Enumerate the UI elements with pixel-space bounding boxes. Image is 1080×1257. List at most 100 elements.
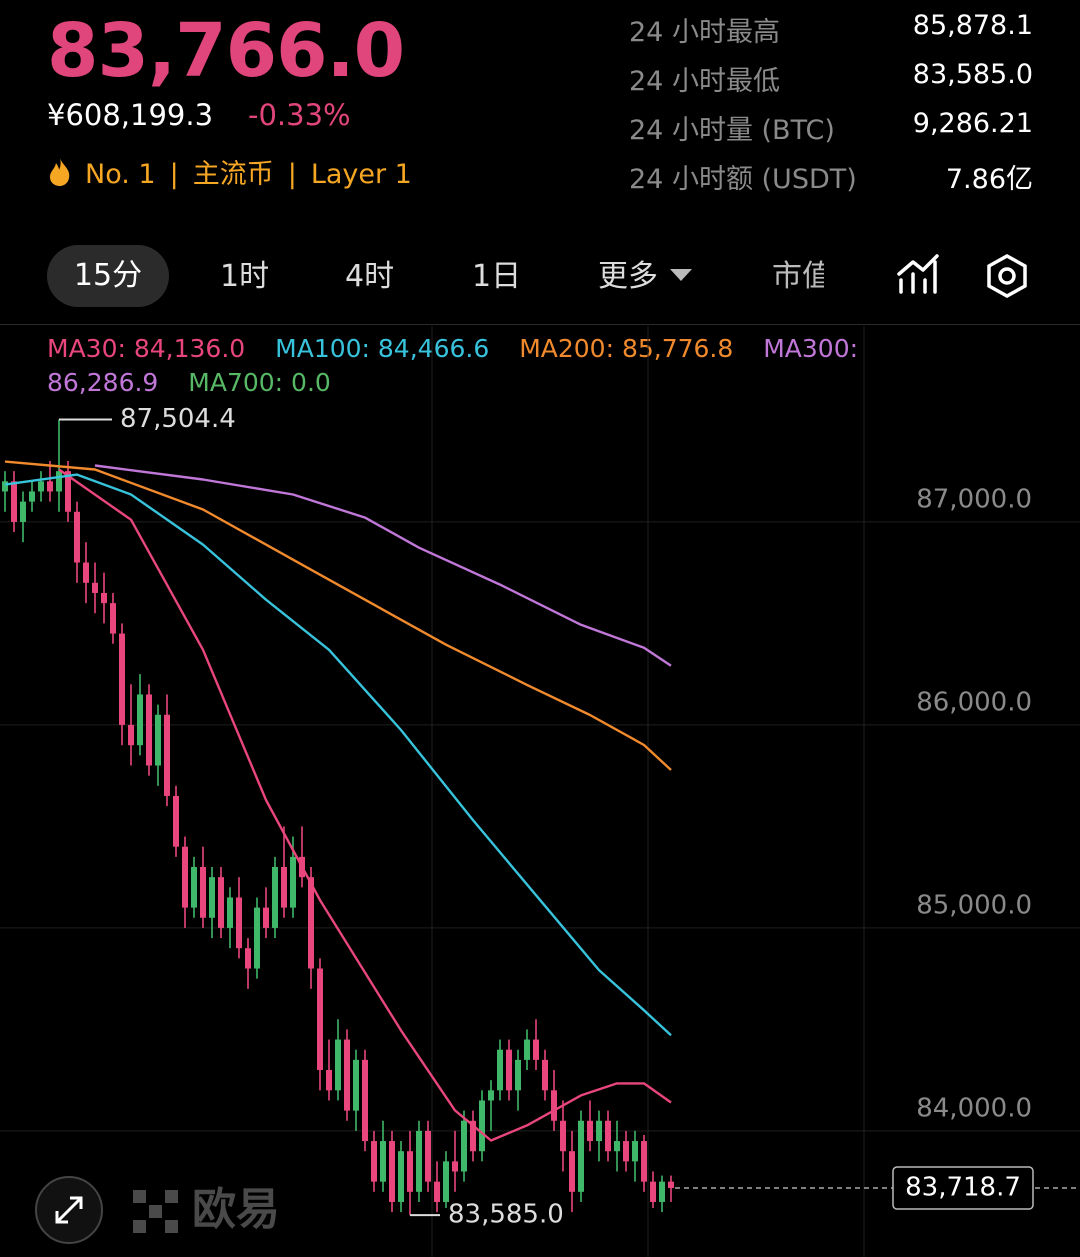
candle-body bbox=[47, 481, 53, 492]
candle-body bbox=[650, 1181, 656, 1202]
legend-entry: MA300: 86,286.9 bbox=[47, 334, 859, 397]
timeframe-tab[interactable]: 4时 bbox=[345, 259, 395, 294]
expand-button[interactable] bbox=[35, 1176, 103, 1244]
dropdown-arrow bbox=[670, 269, 692, 281]
candle-body bbox=[488, 1090, 494, 1101]
legend-entry: MA700: 0.0 bbox=[188, 368, 331, 397]
candle-body bbox=[461, 1120, 467, 1172]
expand-arrows bbox=[55, 1196, 83, 1224]
candle-body bbox=[74, 511, 80, 563]
candle-body bbox=[2, 481, 8, 492]
settings-icon[interactable] bbox=[987, 253, 1027, 299]
timeframe-tab[interactable]: 1日 bbox=[472, 259, 522, 294]
candle-body bbox=[155, 714, 161, 766]
last-price: 83,766.0 bbox=[47, 8, 405, 94]
candle-body bbox=[218, 877, 224, 928]
chart-type-icon[interactable] bbox=[897, 254, 939, 294]
candle-body bbox=[506, 1049, 512, 1091]
candle-body bbox=[407, 1151, 413, 1192]
timeframe-tab[interactable]: 市值 bbox=[772, 259, 824, 294]
candle-body bbox=[587, 1120, 593, 1142]
candle-body bbox=[263, 907, 269, 928]
stat-label: 24 小时最高 bbox=[629, 17, 780, 48]
last-price-box bbox=[892, 1166, 1034, 1210]
legend-entry: MA30: 84,136.0 bbox=[47, 334, 246, 363]
tag[interactable]: Layer 1 bbox=[310, 159, 412, 190]
candle-body bbox=[434, 1181, 440, 1202]
candle-body bbox=[605, 1120, 611, 1152]
candle-body bbox=[344, 1039, 350, 1111]
candle-body bbox=[236, 897, 242, 949]
candle-body bbox=[29, 491, 35, 502]
ma-legend: MA30: 84,136.0 MA100: 84,466.6 MA200: 85… bbox=[47, 332, 862, 404]
candle-body bbox=[101, 592, 107, 604]
legend-entry: MA100: 84,466.6 bbox=[275, 334, 490, 363]
logo-block bbox=[149, 1205, 162, 1218]
candle-body bbox=[317, 968, 323, 1071]
candle-body bbox=[515, 1059, 521, 1091]
stat-value: 7.86亿 bbox=[945, 164, 1033, 195]
candle-body bbox=[362, 1059, 368, 1142]
candle-body bbox=[137, 694, 143, 746]
watermark-logo bbox=[133, 1190, 178, 1233]
candle-body bbox=[614, 1141, 620, 1152]
candle-body bbox=[254, 907, 260, 969]
candle-body bbox=[164, 714, 170, 796]
candle-body bbox=[533, 1039, 539, 1060]
candle-body bbox=[578, 1120, 584, 1192]
ma-line bbox=[58, 468, 672, 1142]
logo-block bbox=[133, 1190, 146, 1203]
timeframe-tab[interactable]: 更多 bbox=[598, 255, 692, 299]
timeframe-tab[interactable]: 1时 bbox=[220, 259, 270, 294]
plot bbox=[2, 419, 674, 1216]
cny-price: ¥608,199.3 bbox=[47, 98, 214, 132]
candle-body bbox=[56, 471, 62, 492]
fire-icon bbox=[50, 158, 70, 186]
candle-body bbox=[128, 724, 134, 746]
candle-body bbox=[38, 481, 44, 492]
y-tick-label: 84,000.0 bbox=[916, 1093, 1032, 1123]
candle-body bbox=[191, 867, 197, 908]
y-tick-label: 86,000.0 bbox=[916, 687, 1032, 717]
ma-line bbox=[4, 460, 672, 771]
last-price-label: 83,718.7 bbox=[905, 1173, 1021, 1203]
candle-body bbox=[308, 877, 314, 969]
candle-body bbox=[290, 856, 296, 908]
candle-body bbox=[641, 1141, 647, 1182]
candle-body bbox=[227, 897, 233, 928]
candle-body bbox=[524, 1039, 530, 1060]
candle-body bbox=[92, 582, 98, 593]
candle-body bbox=[596, 1120, 602, 1142]
vgrid bbox=[431, 326, 865, 1257]
candle-body bbox=[416, 1130, 422, 1192]
candle-body bbox=[542, 1059, 548, 1091]
candle-body bbox=[209, 877, 215, 918]
candle-body bbox=[560, 1120, 566, 1152]
tag[interactable]: No. 1 bbox=[85, 159, 156, 190]
candle-body bbox=[443, 1161, 449, 1202]
watermark: 欧易 bbox=[192, 1184, 280, 1235]
candle-body bbox=[245, 948, 251, 969]
icon-line bbox=[897, 254, 939, 276]
candle-body bbox=[389, 1141, 395, 1202]
tag[interactable]: 主流币 bbox=[192, 159, 274, 190]
stat-label: 24 小时量 (BTC) bbox=[629, 115, 835, 146]
logo-block bbox=[165, 1190, 178, 1203]
stat-value: 9,286.21 bbox=[912, 108, 1033, 139]
candle-body bbox=[470, 1120, 476, 1152]
timeframe-tab[interactable]: 15分 bbox=[47, 245, 169, 307]
candle-body bbox=[173, 795, 179, 847]
stat-value: 85,878.1 bbox=[912, 10, 1033, 41]
candle-body bbox=[326, 1070, 332, 1091]
candle-body bbox=[335, 1039, 341, 1091]
candle-body bbox=[497, 1049, 503, 1091]
y-tick-label: 87,000.0 bbox=[916, 484, 1032, 514]
candle-body bbox=[11, 481, 17, 522]
candle-body bbox=[20, 501, 26, 522]
icon-bars bbox=[899, 260, 937, 294]
stat-value: 83,585.0 bbox=[912, 59, 1033, 90]
candle-body bbox=[182, 846, 188, 908]
candle-body bbox=[200, 867, 206, 918]
candle-body bbox=[569, 1151, 575, 1192]
